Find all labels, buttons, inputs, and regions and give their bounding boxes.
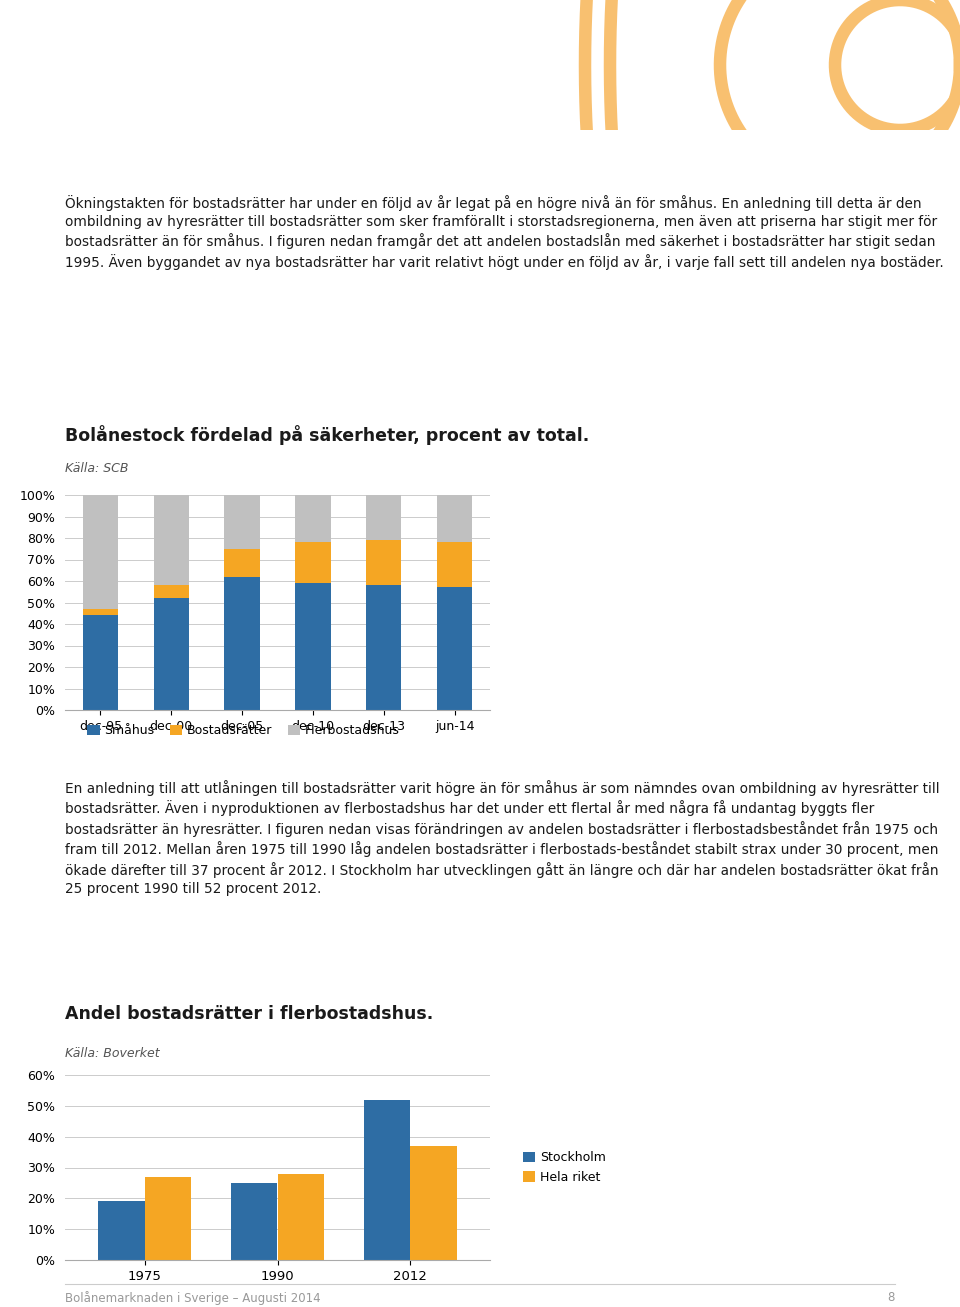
Bar — [437, 542, 472, 587]
Bar — [296, 542, 330, 583]
Bar — [83, 495, 118, 609]
Legend: Småhus, Bostadsrätter, Flerbostadshus: Småhus, Bostadsrätter, Flerbostadshus — [82, 719, 405, 742]
Bar — [225, 495, 260, 549]
Text: Bolånemarknaden i Sverige – Augusti 2014: Bolånemarknaden i Sverige – Augusti 2014 — [65, 1290, 321, 1304]
Text: Källa: Boverket: Källa: Boverket — [65, 1047, 159, 1060]
Bar — [154, 586, 189, 599]
Text: Ökningstakten för bostadsrätter har under en följd av år legat på en högre nivå : Ökningstakten för bostadsrätter har unde… — [65, 195, 944, 269]
Text: Bolånestock fördelad på säkerheter, procent av total.: Bolånestock fördelad på säkerheter, proc… — [65, 425, 589, 444]
Bar — [296, 583, 330, 710]
Bar — [225, 549, 260, 576]
Text: En anledning till att utlåningen till bostadsrätter varit högre än för småhus är: En anledning till att utlåningen till bo… — [65, 780, 940, 895]
Bar — [277, 1174, 324, 1260]
Bar — [83, 609, 118, 616]
Legend: Stockholm, Hela riket: Stockholm, Hela riket — [517, 1146, 611, 1188]
Bar — [231, 1183, 277, 1260]
Bar — [83, 616, 118, 710]
Text: Källa: SCB: Källa: SCB — [65, 461, 129, 474]
Bar — [154, 495, 189, 586]
Bar — [366, 495, 401, 540]
Bar — [437, 587, 472, 710]
Bar — [225, 576, 260, 710]
Bar — [98, 1201, 145, 1260]
Bar — [145, 1176, 191, 1260]
Text: Andel bostadsrätter i flerbostadshus.: Andel bostadsrätter i flerbostadshus. — [65, 1005, 433, 1023]
Bar — [366, 586, 401, 710]
Bar — [437, 495, 472, 542]
Bar — [364, 1099, 410, 1260]
Bar — [410, 1146, 457, 1260]
Bar — [366, 540, 401, 586]
Text: 8: 8 — [888, 1291, 895, 1304]
Bar — [154, 599, 189, 710]
Bar — [296, 495, 330, 542]
